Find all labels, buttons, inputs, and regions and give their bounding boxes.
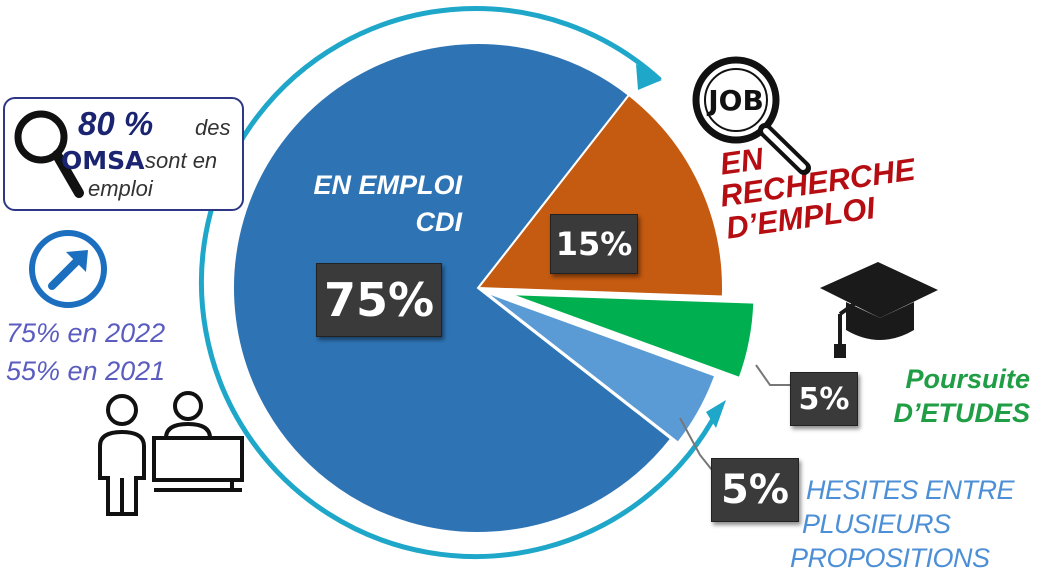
data-label-etudes: 5%: [790, 372, 858, 426]
data-label-recherche: 15%: [550, 214, 638, 274]
trend-up-arrow-icon: [29, 230, 107, 308]
data-label-hesites: 5%: [711, 458, 799, 522]
stat-text-omsa: OMSA: [61, 146, 145, 175]
slice-label-hesites-line3: PROPOSITIONS: [790, 543, 990, 573]
data-label-emploi: 75%: [316, 263, 442, 337]
job-magnifier-icon: JOB: [692, 56, 811, 175]
trend-2021: 55% en 2021: [6, 356, 166, 386]
reception-desk-people-icon: [98, 391, 244, 516]
pie-slice-etudes: [509, 293, 756, 380]
leader-hesites: [679, 417, 713, 471]
ring-arrowhead-top: [636, 64, 662, 90]
stat-text-des: des: [195, 115, 231, 140]
stat-text-sont: sont en: [145, 148, 218, 173]
job-badge-text: JOB: [706, 84, 764, 117]
pie-slice-emploi: [232, 42, 673, 534]
slice-label-etudes-line1: Poursuite: [905, 364, 1030, 394]
slice-label-hesites-line2: PLUSIEURS: [802, 509, 951, 539]
ring-arrow-top: [198, 6, 721, 559]
stat-percent: 80 %: [78, 105, 154, 142]
ring-arrowhead-bottom: [706, 400, 726, 428]
pie-slice-recherche: [476, 93, 724, 298]
slice-label-hesites-line1: HESITES ENTRE: [806, 475, 1015, 505]
magnifier-icon: [14, 110, 84, 198]
graduation-cap-icon: [820, 262, 938, 358]
slice-label-emploi-line1: EN EMPLOI: [313, 170, 462, 200]
stat-text-emploi: emploi: [88, 176, 153, 201]
stat-box: 80 % des OMSA sont en emploi: [3, 97, 244, 211]
pie-slice-hesites: [484, 290, 717, 445]
slice-label-etudes-line2: D’ETUDES: [893, 398, 1030, 428]
trend-2022: 75% en 2022: [6, 318, 166, 348]
slice-label-emploi-line2: CDI: [415, 207, 463, 237]
leader-etudes: [755, 364, 790, 386]
